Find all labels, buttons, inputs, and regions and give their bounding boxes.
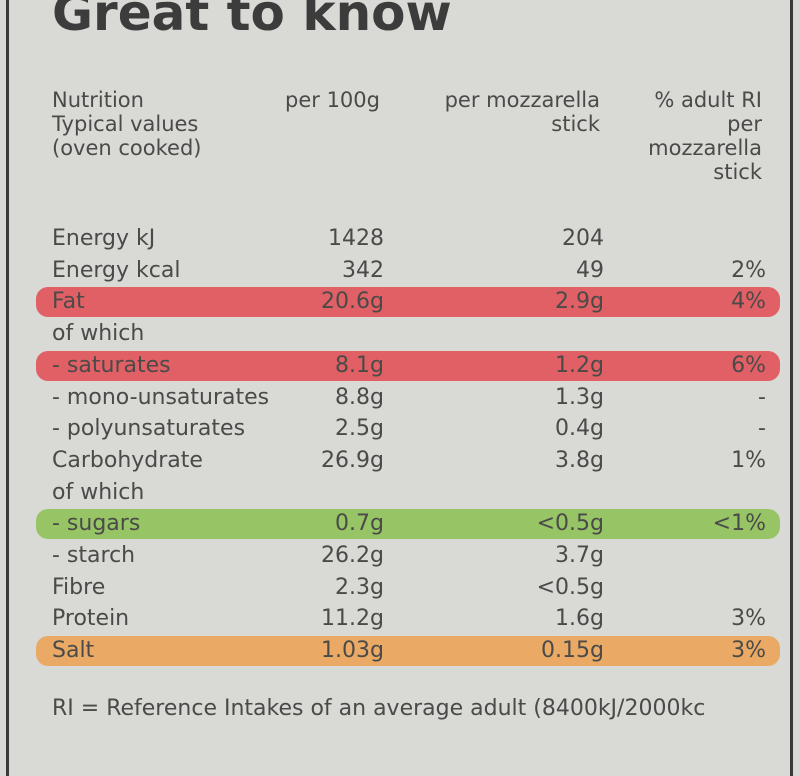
cell-per-100g: 26.2g — [321, 543, 384, 568]
cell-per-100g: 11.2g — [321, 606, 384, 632]
cell-per-stick: 1.6g — [555, 606, 604, 632]
cell-label: Energy kJ — [52, 226, 156, 251]
cell-per-stick: <0.5g — [536, 574, 604, 600]
cell-per-100g: 0.7g — [335, 511, 384, 537]
cell-ri: - — [758, 384, 766, 410]
cell-label: - saturates — [52, 352, 171, 378]
cell-per-stick: 204 — [562, 226, 604, 251]
cell-per-stick: 3.8g — [555, 447, 604, 473]
cell-ri: 6% — [731, 352, 766, 378]
column-header: % adult RI per mozzarella stick — [648, 88, 762, 184]
cell-per-100g: 1.03g — [321, 638, 384, 664]
box-edge — [790, 0, 793, 776]
box-edge — [6, 0, 9, 776]
highlight-bar — [36, 350, 780, 381]
cell-ri: <1% — [712, 511, 766, 537]
cell-label: Carbohydrate — [52, 447, 203, 473]
cell-per-100g: 2.5g — [335, 416, 384, 442]
title: Great to know — [52, 0, 452, 42]
cell-ri: 3% — [731, 606, 766, 632]
cell-per-100g: 8.8g — [335, 384, 384, 410]
cell-label: - sugars — [52, 511, 141, 537]
cell-per-stick: 0.4g — [555, 416, 604, 442]
highlight-bar — [36, 287, 780, 318]
cell-per-stick: 1.2g — [555, 352, 604, 378]
cell-per-stick: <0.5g — [536, 511, 604, 537]
cell-label: of which — [52, 321, 145, 347]
footnote: RI = Reference Intakes of an average adu… — [52, 696, 706, 721]
highlight-bar — [36, 509, 780, 540]
cell-per-100g: 1428 — [328, 226, 384, 251]
column-header: per 100g — [285, 88, 380, 112]
cell-label: - starch — [52, 543, 136, 568]
cell-per-100g: 2.3g — [335, 574, 384, 600]
cell-ri: - — [758, 416, 766, 442]
cell-per-100g: 20.6g — [321, 289, 384, 315]
cell-ri: 1% — [731, 447, 766, 473]
cell-per-stick: 1.3g — [555, 384, 604, 410]
cell-per-100g: 26.9g — [321, 447, 384, 473]
column-header: per mozzarella stick — [444, 88, 600, 136]
cell-label: - mono-unsaturates — [52, 384, 270, 410]
cell-label: - polyunsaturates — [52, 416, 246, 442]
cell-per-stick: 49 — [576, 257, 604, 283]
cell-label: Fibre — [52, 574, 106, 600]
cell-label: Energy kcal — [52, 257, 181, 283]
cell-label: of which — [52, 479, 145, 505]
cell-per-stick: 2.9g — [555, 289, 604, 315]
cell-label: Protein — [52, 606, 130, 632]
cell-per-stick: 3.7g — [555, 543, 604, 568]
column-header: Nutrition Typical values (oven cooked) — [52, 88, 202, 160]
cell-ri: 3% — [731, 638, 766, 664]
cell-label: Fat — [52, 289, 85, 315]
cell-ri: 4% — [731, 289, 766, 315]
cell-label: Salt — [52, 638, 95, 664]
cell-per-100g: 8.1g — [335, 352, 384, 378]
cell-per-100g: 342 — [342, 257, 384, 283]
cell-ri: 2% — [731, 257, 766, 283]
highlight-bar — [36, 636, 780, 667]
cell-per-stick: 0.15g — [541, 638, 604, 664]
